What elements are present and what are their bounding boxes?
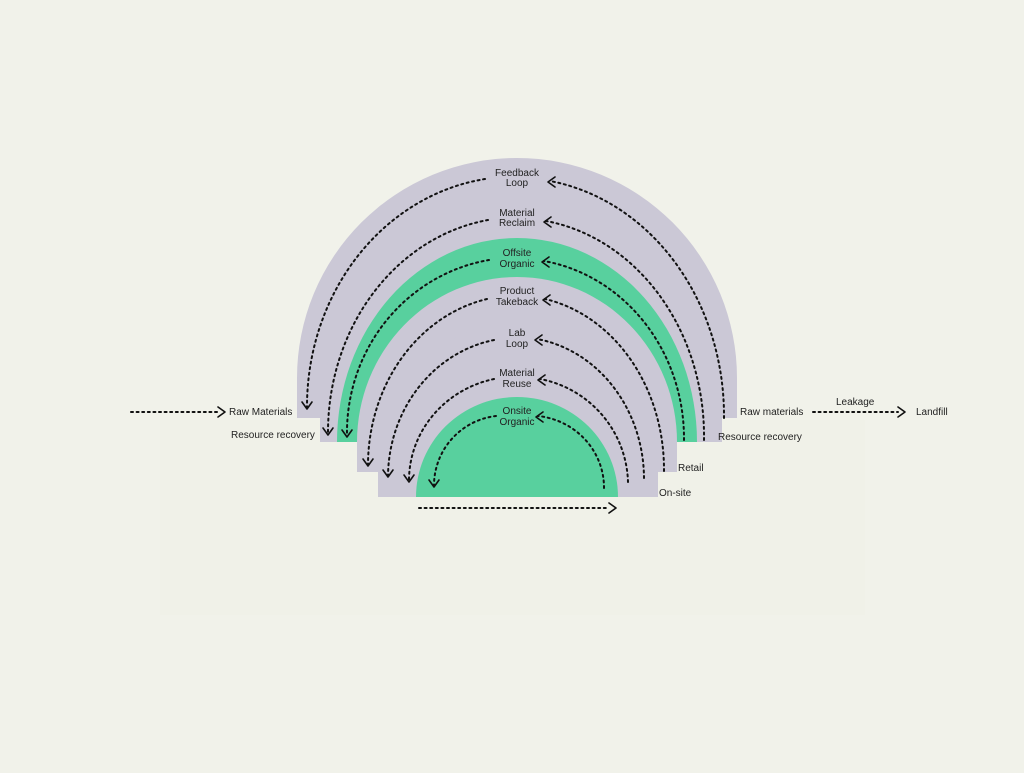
raw-materials-in-arrowhead bbox=[217, 406, 226, 418]
arc-onsite-organic-right bbox=[537, 415, 606, 489]
loop-label-material-reuse-line2: Reuse bbox=[503, 379, 532, 390]
arrowhead-lab-loop bbox=[534, 334, 543, 346]
loop-label-onsite-organic-line2: Organic bbox=[499, 417, 534, 428]
band-onsite-organic bbox=[416, 397, 618, 497]
loop-label-material-reclaim-line2: Reclaim bbox=[499, 218, 535, 229]
arrowhead-feedback-loop bbox=[547, 176, 556, 188]
arc-material-reuse-left bbox=[408, 378, 495, 481]
arc-feedback-loop-left bbox=[305, 178, 486, 409]
arc-offsite-organic-right bbox=[543, 260, 686, 441]
arc-lab-loop-right bbox=[536, 338, 645, 479]
loop-label-product-takeback-line1: Product bbox=[500, 286, 535, 297]
loop-bands bbox=[297, 158, 737, 497]
landfill-label: Landfill bbox=[916, 407, 948, 418]
loop-label-onsite-organic-line1: Onsite bbox=[503, 406, 532, 417]
arrowhead-material-reclaim bbox=[543, 216, 552, 228]
arc-offsite-organic-left bbox=[345, 259, 490, 437]
arrowhead-material-reuse bbox=[537, 374, 546, 386]
raw-materials-right-label: Raw materials bbox=[740, 407, 803, 418]
side-labels: Raw Materials Resource recovery Raw mate… bbox=[229, 397, 948, 499]
loop-label-material-reclaim-line1: Material bbox=[499, 208, 535, 219]
arc-material-reclaim-right bbox=[545, 220, 706, 441]
arrowhead-offsite-organic bbox=[541, 256, 550, 268]
loop-label-feedback-loop-line2: Loop bbox=[506, 178, 529, 189]
flow-arrows bbox=[130, 406, 906, 514]
resource-recovery-left-label: Resource recovery bbox=[231, 430, 315, 441]
arrowhead-lab-loop-down bbox=[382, 469, 394, 478]
loop-label-lab-loop-line1: Lab bbox=[509, 328, 526, 339]
on-site-base-arrowhead bbox=[608, 502, 617, 514]
arc-product-takeback-right bbox=[544, 298, 666, 472]
arrowhead-material-reclaim-down bbox=[322, 427, 334, 436]
arc-material-reclaim-left bbox=[326, 219, 489, 435]
arrowhead-offsite-organic-down bbox=[341, 429, 353, 438]
arc-product-takeback-left bbox=[367, 298, 488, 466]
arrowhead-product-takeback-down bbox=[362, 458, 374, 467]
on-site-label: On-site bbox=[659, 488, 692, 499]
arc-feedback-loop-right bbox=[549, 180, 726, 419]
loop-arcs bbox=[305, 178, 726, 489]
leakage-arrowhead bbox=[897, 406, 906, 418]
arc-onsite-organic-left bbox=[432, 415, 497, 487]
arc-lab-loop-left bbox=[387, 339, 495, 477]
arrowhead-material-reuse-down bbox=[403, 474, 415, 483]
arrowhead-product-takeback bbox=[542, 294, 551, 306]
arrowhead-onsite-organic-down bbox=[428, 479, 440, 488]
resource-recovery-right-label: Resource recovery bbox=[718, 432, 802, 443]
loop-label-material-reuse-line1: Material bbox=[499, 368, 535, 379]
retail-label: Retail bbox=[678, 463, 704, 474]
loop-label-lab-loop-line2: Loop bbox=[506, 339, 529, 350]
loop-label-feedback-loop-line1: Feedback bbox=[495, 168, 540, 179]
raw-materials-left-label: Raw Materials bbox=[229, 407, 292, 418]
loop-label-offsite-organic-line2: Organic bbox=[499, 259, 534, 270]
loop-labels: Feedback Loop Material Reclaim Offsite O… bbox=[495, 168, 540, 428]
arrowhead-feedback-loop-down bbox=[301, 401, 313, 410]
arrowheads bbox=[301, 176, 556, 488]
leakage-label: Leakage bbox=[836, 397, 875, 408]
loop-label-offsite-organic-line1: Offsite bbox=[503, 248, 532, 259]
arrowhead-onsite-organic bbox=[535, 411, 544, 423]
arc-material-reuse-right bbox=[539, 378, 629, 483]
loop-label-product-takeback-line2: Takeback bbox=[496, 297, 539, 308]
